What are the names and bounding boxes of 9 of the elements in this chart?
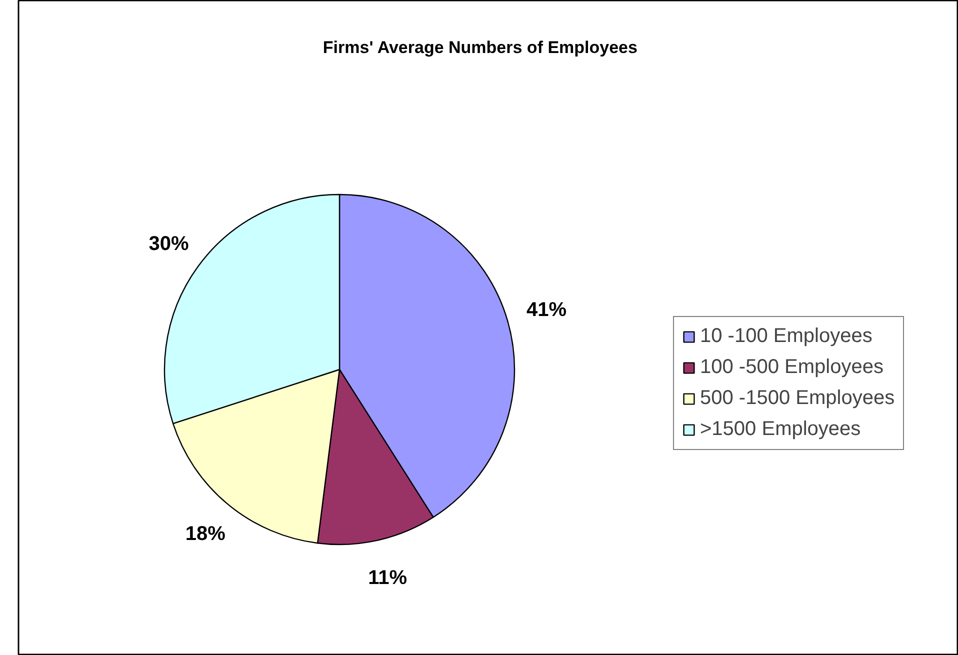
legend-label: 100 -500 Employees bbox=[700, 356, 884, 379]
legend-label: 10 -100 Employees bbox=[700, 325, 872, 348]
legend-label: 500 -1500 Employees bbox=[700, 387, 895, 410]
data-label: 18% bbox=[185, 523, 226, 546]
chart-title: Firms' Average Numbers of Employees bbox=[322, 38, 638, 57]
data-label: 30% bbox=[148, 233, 190, 256]
legend-label: >1500 Employees bbox=[700, 418, 861, 441]
data-label: 41% bbox=[526, 298, 567, 321]
data-label: 11% bbox=[368, 566, 408, 589]
